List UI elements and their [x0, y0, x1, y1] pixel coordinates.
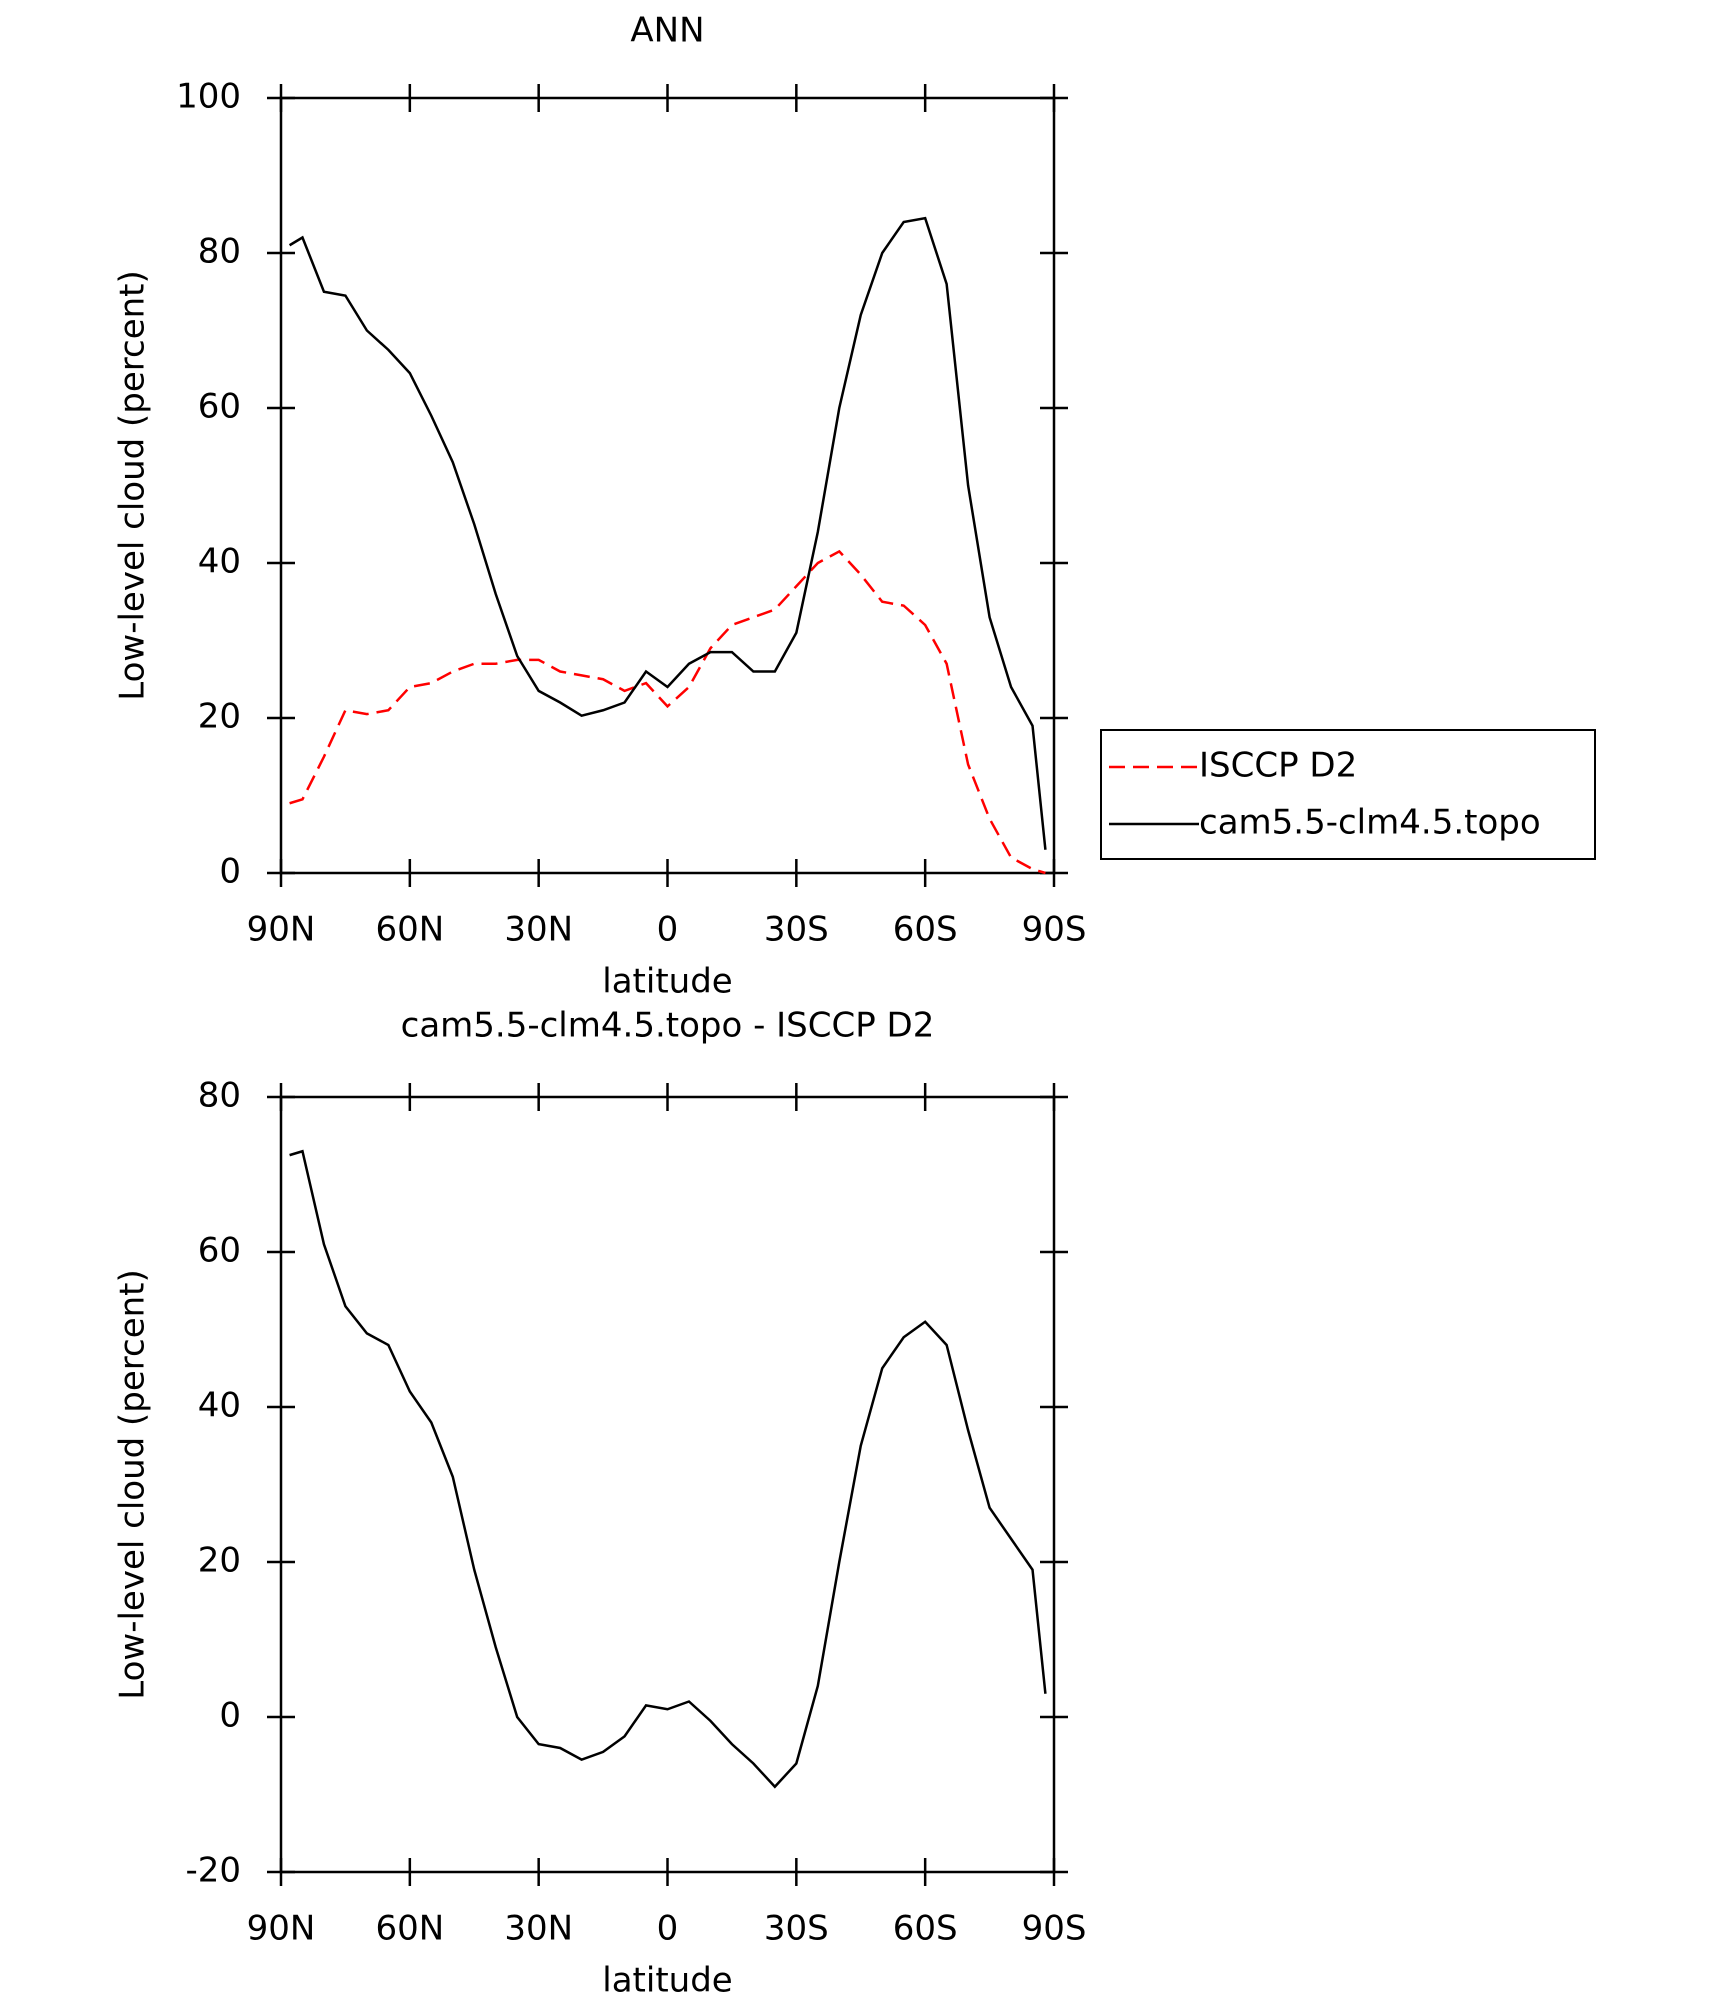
x-axis-label: latitude	[602, 962, 732, 1002]
chart-title: cam5.5-clm4.5.topo - ISCCP D2	[401, 1006, 935, 1046]
legend-label: ISCCP D2	[1199, 746, 1357, 786]
plot-frame	[279, 1095, 1056, 1874]
y-tick-label: 80	[198, 232, 241, 272]
x-tick-label: 30S	[764, 1909, 829, 1949]
y-axis-label: Low-level cloud (percent)	[113, 270, 153, 701]
x-tick-label: 60S	[893, 1909, 958, 1949]
x-tick-label: 0	[657, 910, 679, 950]
x-tick-label: 90S	[1022, 910, 1087, 950]
x-tick-label: 60N	[375, 1909, 444, 1949]
legend-label: cam5.5-clm4.5.topo	[1199, 803, 1541, 843]
plot-frame	[279, 96, 1056, 875]
x-tick-label: 0	[657, 1909, 679, 1949]
y-tick-label: 100	[176, 77, 241, 117]
y-tick-label: 60	[198, 387, 241, 427]
x-tick-label: 90N	[247, 910, 316, 950]
y-tick-label: 0	[219, 852, 241, 892]
data-line	[289, 549, 1046, 875]
y-axis-label: Low-level cloud (percent)	[113, 1269, 153, 1700]
y-tick-label: 0	[219, 1696, 241, 1736]
data-line	[289, 1149, 1047, 1789]
y-tick-label: 60	[198, 1231, 241, 1271]
chart-title: ANN	[630, 11, 704, 51]
y-tick-label: 20	[198, 697, 241, 737]
y-tick-label: 40	[198, 1386, 241, 1426]
y-tick-label: 40	[198, 542, 241, 582]
y-tick-label: 20	[198, 1541, 241, 1581]
y-tick-label: -20	[185, 1851, 241, 1891]
y-tick-label: 80	[198, 1076, 241, 1116]
x-tick-label: 60S	[893, 910, 958, 950]
x-tick-label: 60N	[375, 910, 444, 950]
x-axis-label: latitude	[602, 1961, 732, 2001]
x-tick-label: 90S	[1022, 1909, 1087, 1949]
legend-box	[1100, 729, 1596, 860]
data-line	[288, 216, 1047, 850]
x-tick-label: 30N	[504, 910, 573, 950]
x-tick-label: 30N	[504, 1909, 573, 1949]
x-tick-label: 90N	[247, 1909, 316, 1949]
x-tick-label: 30S	[764, 910, 829, 950]
